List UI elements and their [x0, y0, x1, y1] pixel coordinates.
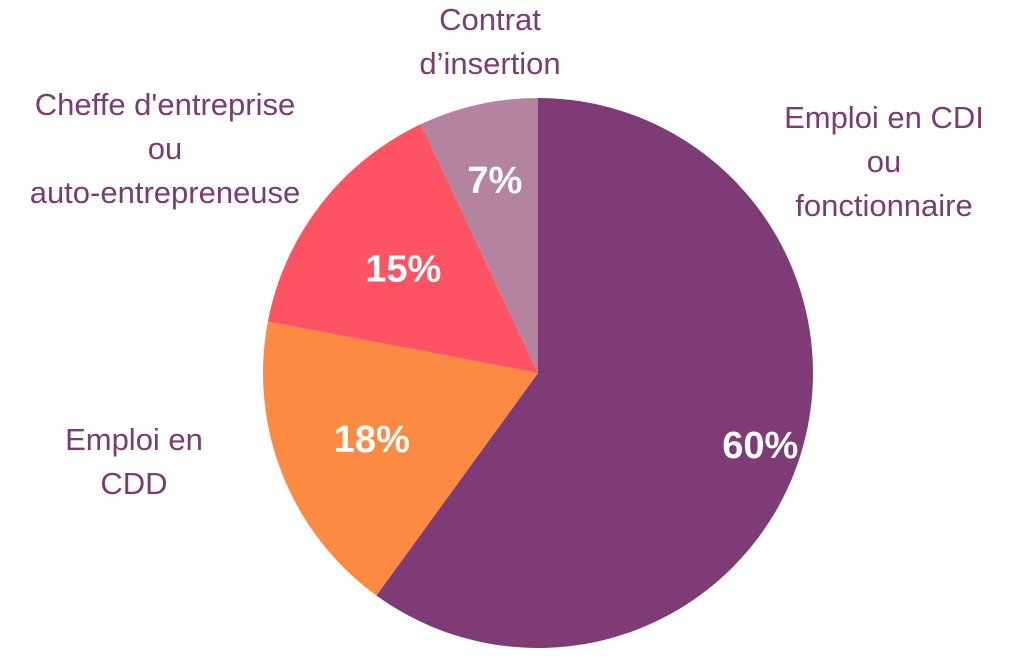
pie-slice-entrepreneuse — [267, 124, 538, 373]
category-label-line: Emploi en CDI — [784, 100, 984, 135]
category-label-line: ou — [148, 131, 182, 166]
pie-category-labels: Emploi en CDI ou fonctionnaire Emploi en CDD… — [30, 2, 984, 501]
category-label-line: ou — [867, 144, 901, 179]
value-label-entrepreneuse: 15% — [365, 248, 441, 290]
category-label-cdi: Emploi en CDI ou fonctionnaire — [784, 100, 984, 223]
value-label-cdd: 18% — [334, 419, 410, 461]
pie-value-labels: 60% 18% 15% 7% — [334, 160, 799, 467]
pie-slice-cdd — [263, 321, 538, 596]
pie-slice-insertion — [420, 98, 538, 373]
value-label-cdi: 60% — [722, 425, 798, 467]
category-label-line: fonctionnaire — [795, 188, 973, 223]
pie-slices — [263, 98, 813, 648]
category-label-line: d’insertion — [419, 46, 560, 81]
value-label-insertion: 7% — [467, 160, 522, 202]
category-label-line: Cheffe d'entreprise — [35, 87, 295, 122]
category-label-entrepreneuse: Cheffe d'entreprise ou auto-entrepreneuse — [30, 87, 301, 210]
category-label-line: CDD — [100, 466, 167, 501]
category-label-line: Emploi en — [65, 422, 203, 457]
category-label-cdd: Emploi en CDD — [65, 422, 203, 501]
category-label-line: Contrat — [439, 2, 541, 37]
pie-slice-cdi — [376, 98, 813, 648]
category-label-line: auto-entrepreneuse — [30, 175, 301, 210]
category-label-insertion: Contrat d’insertion — [419, 2, 560, 81]
